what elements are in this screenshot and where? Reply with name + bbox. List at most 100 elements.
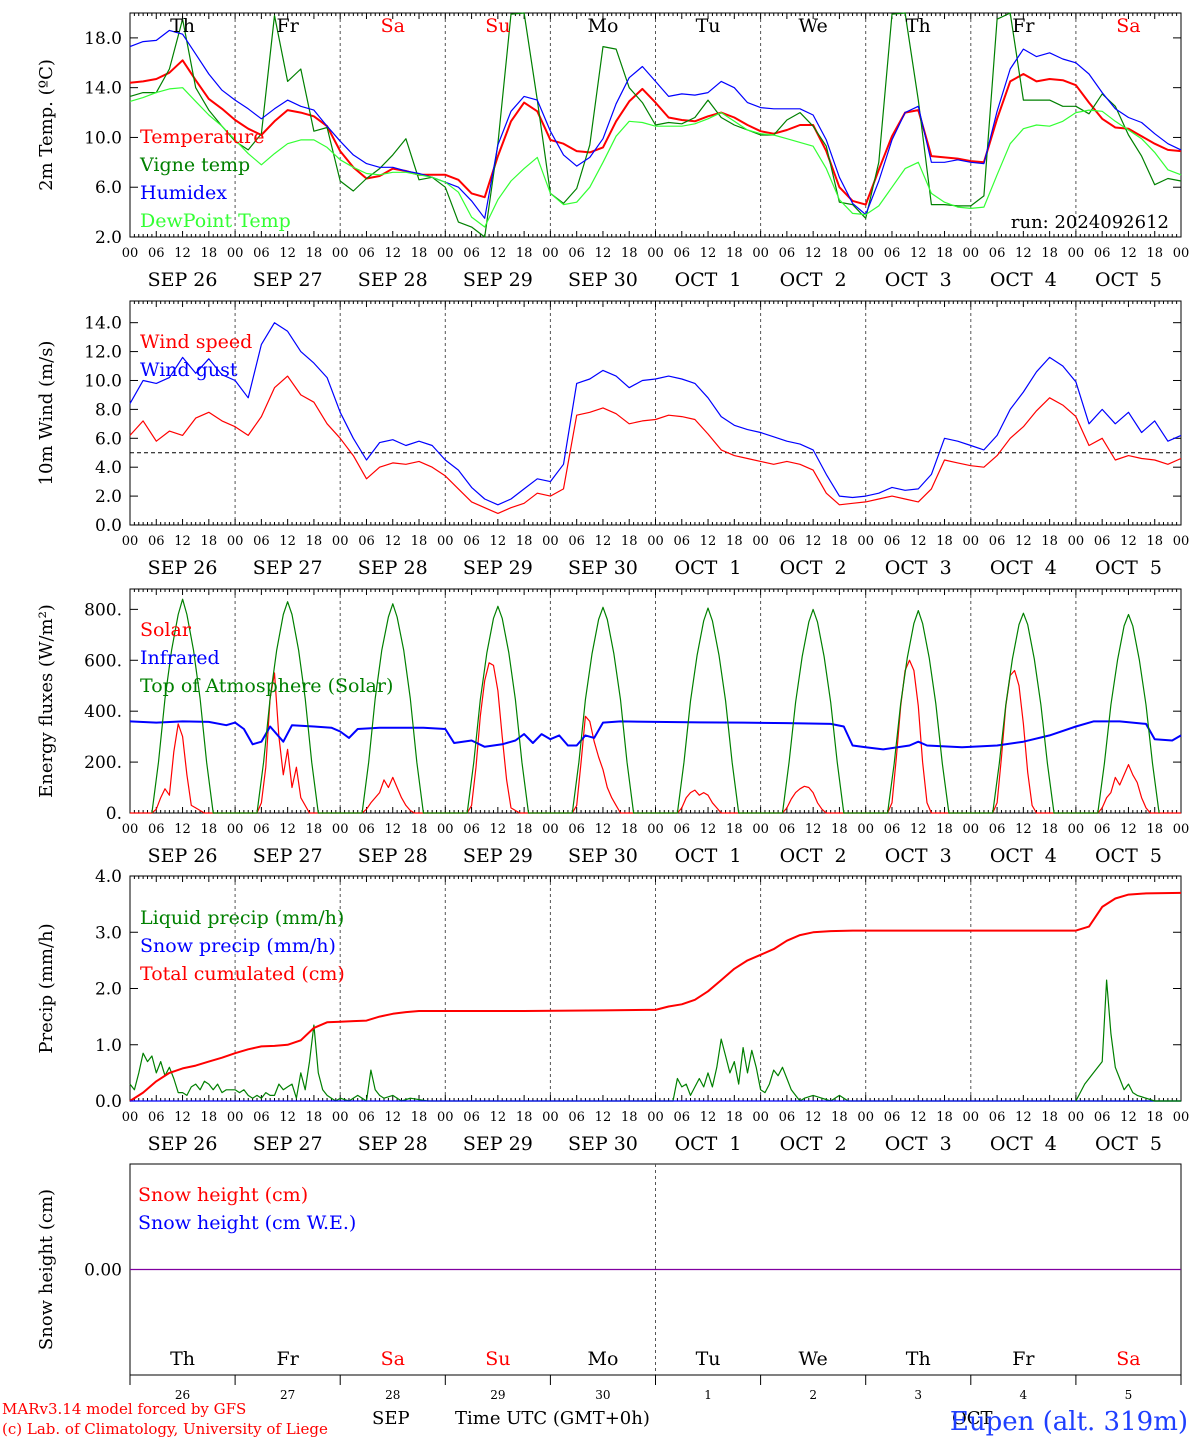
- weekday-label-top: Mo: [587, 15, 618, 37]
- hour-tick-label: 06: [568, 534, 585, 549]
- hour-tick-label: 00: [752, 246, 769, 261]
- hour-tick-label: 06: [148, 534, 165, 549]
- hour-tick-label: 06: [1094, 246, 1111, 261]
- hour-tick-label: 06: [674, 822, 691, 837]
- y-axis-label: Energy fluxes (W/m²): [36, 604, 57, 798]
- hour-tick-label: 12: [700, 1110, 717, 1125]
- hour-tick-label: 06: [779, 822, 796, 837]
- legend-entry: Solar: [140, 619, 192, 641]
- hour-tick-label: 00: [437, 1110, 454, 1125]
- hour-tick-label: 00: [1068, 822, 1085, 837]
- hour-tick-label: 00: [1068, 246, 1085, 261]
- hour-tick-label: 06: [779, 1110, 796, 1125]
- weekday-label-top: Sa: [1116, 15, 1140, 37]
- hour-tick-label: 12: [1015, 534, 1032, 549]
- weekday-label-top: We: [799, 15, 828, 37]
- y-tick-label: 0.: [106, 804, 122, 824]
- plot-frame: [129, 300, 1182, 526]
- y-tick-label: 0.00: [84, 1261, 122, 1281]
- hour-tick-label: 12: [910, 1110, 927, 1125]
- hour-tick-label: 12: [805, 534, 822, 549]
- date-label: OCT 5: [1095, 557, 1162, 579]
- hour-tick-label: 12: [279, 534, 296, 549]
- hour-tick-label: 00: [122, 246, 139, 261]
- hour-tick-label: 12: [1120, 822, 1137, 837]
- hour-tick-label: 18: [201, 246, 218, 261]
- legend-entry: Temperature: [140, 126, 264, 148]
- hour-tick-label: 00: [542, 1110, 559, 1125]
- legend-entry: Humidex: [140, 182, 227, 204]
- hour-tick-label: 18: [411, 246, 428, 261]
- panel-1: 2.0 6.0 10.0 14.0 18.0 2m Temp. (ºC) Temperatu…: [36, 12, 1189, 291]
- hour-tick-label: 00: [647, 534, 664, 549]
- series-line-wind-gust: [129, 322, 1182, 506]
- day-number-label: 3: [914, 1388, 922, 1402]
- y-axis-label: Precip (mm/h): [36, 923, 57, 1053]
- hour-tick-label: 06: [884, 1110, 901, 1125]
- legend-entry: DewPoint Temp: [140, 210, 291, 232]
- day-number-label: 1: [704, 1388, 712, 1402]
- series-line-liquid-precip-mm-h: [1075, 979, 1181, 1102]
- weekday-label-bottom: Th: [906, 1348, 931, 1370]
- hour-tick-label: 06: [568, 1110, 585, 1125]
- hour-tick-label: 06: [989, 246, 1006, 261]
- hour-tick-label: 06: [989, 822, 1006, 837]
- date-label: SEP 26: [148, 845, 218, 867]
- hour-tick-label: 00: [963, 246, 980, 261]
- hour-tick-label: 06: [1094, 1110, 1111, 1125]
- date-label: OCT 3: [885, 1133, 952, 1155]
- hour-tick-label: 00: [332, 822, 349, 837]
- weekday-label-bottom: Sa: [1116, 1348, 1140, 1370]
- y-tick-label: 200.: [84, 753, 122, 773]
- hour-tick-label: 06: [674, 1110, 691, 1125]
- hour-tick-label: 18: [621, 822, 638, 837]
- y-tick-label: 12.0: [84, 343, 122, 363]
- hour-tick-label: 12: [490, 1110, 507, 1125]
- date-label: OCT 3: [885, 845, 952, 867]
- date-label: OCT 3: [885, 269, 952, 291]
- weekday-label-bottom: Fr: [277, 1348, 300, 1370]
- date-label: OCT 2: [780, 845, 847, 867]
- weekday-label-top: Su: [485, 15, 510, 37]
- date-label: SEP 26: [148, 557, 218, 579]
- hour-tick-label: 18: [1041, 534, 1058, 549]
- hour-tick-label: 12: [595, 822, 612, 837]
- hour-tick-label: 00: [857, 246, 874, 261]
- hour-tick-label: 06: [674, 246, 691, 261]
- hour-tick-label: 12: [700, 534, 717, 549]
- hour-tick-label: 00: [332, 1110, 349, 1125]
- station-title: Eupen (alt. 319m): [950, 1407, 1188, 1437]
- hour-tick-label: 00: [437, 246, 454, 261]
- hour-tick-label: 06: [989, 1110, 1006, 1125]
- hour-tick-label: 12: [805, 246, 822, 261]
- hour-tick-label: 06: [358, 1110, 375, 1125]
- hour-tick-label: 12: [910, 534, 927, 549]
- date-label: SEP 29: [463, 845, 533, 867]
- weekday-label-bottom: Tu: [696, 1348, 721, 1370]
- hour-tick-label: 12: [910, 822, 927, 837]
- hour-tick-label: 06: [674, 534, 691, 549]
- hour-tick-label: 18: [621, 534, 638, 549]
- y-tick-label: 10.0: [84, 371, 122, 391]
- hour-tick-label: 12: [1015, 1110, 1032, 1125]
- hour-tick-label: 00: [1173, 1110, 1190, 1125]
- hour-tick-label: 06: [148, 246, 165, 261]
- hour-tick-label: 12: [384, 246, 401, 261]
- weekday-label-top: Th: [906, 15, 931, 37]
- hour-tick-label: 00: [752, 822, 769, 837]
- hour-tick-label: 00: [437, 822, 454, 837]
- hour-tick-label: 00: [752, 1110, 769, 1125]
- day-number-label: 5: [1125, 1388, 1133, 1402]
- hour-tick-label: 18: [726, 246, 743, 261]
- footer-month-sep: SEP: [372, 1408, 410, 1429]
- hour-tick-label: 18: [201, 1110, 218, 1125]
- y-tick-label: 800.: [84, 600, 122, 620]
- panel-5: 0.00 Snow height (cm) Snow height (cm) Snow…: [36, 1163, 1182, 1385]
- hour-tick-label: 00: [963, 1110, 980, 1125]
- legend-entry: Wind speed: [140, 331, 252, 353]
- hour-tick-label: 00: [752, 534, 769, 549]
- date-label: OCT 2: [780, 1133, 847, 1155]
- weekday-label-bottom: Th: [170, 1348, 195, 1370]
- day-number-label: 26: [175, 1388, 190, 1402]
- hour-tick-label: 06: [253, 822, 270, 837]
